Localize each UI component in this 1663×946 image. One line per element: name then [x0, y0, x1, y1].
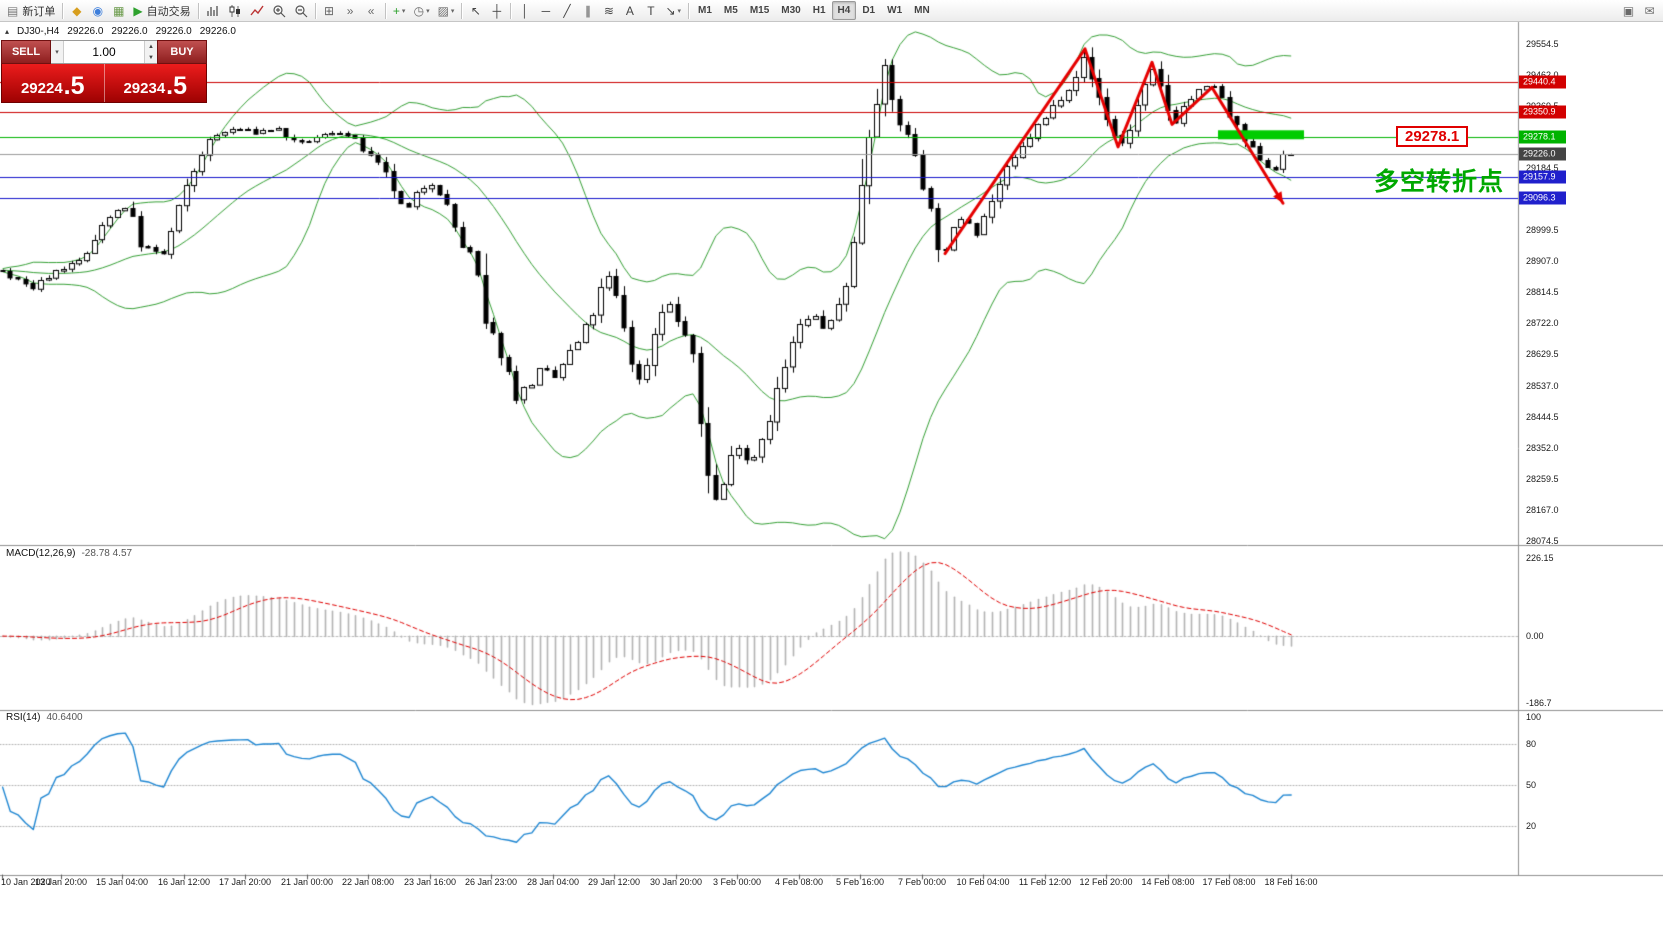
new-order-icon: ▤: [7, 3, 19, 18]
trendline-icon: ╱: [563, 3, 571, 18]
add-indicator-icon: +: [392, 3, 400, 18]
toolbar-separator: [510, 2, 512, 19]
volume-up-button[interactable]: ▲: [145, 41, 157, 52]
toolbar-separator: [314, 2, 316, 19]
metaeditor-button[interactable]: ◆: [66, 1, 87, 20]
zoom-out-icon: [294, 4, 308, 18]
auto-scroll-icon: »: [346, 3, 354, 18]
buy-price-pips: .5: [166, 72, 188, 100]
equidistant-channel-button[interactable]: ∥: [577, 1, 598, 20]
text-icon: A: [625, 3, 634, 18]
new-order-button-label: 新订单: [22, 5, 56, 18]
period-icon: ◷: [413, 3, 425, 18]
metaeditor-icon: ◆: [72, 3, 82, 18]
sell-button[interactable]: SELL: [1, 40, 51, 64]
candle-chart-icon: [228, 4, 242, 18]
timeframe-h4-button[interactable]: H4: [831, 1, 857, 20]
market-watch-icon: ◉: [92, 3, 104, 18]
fibo-icon: ≋: [603, 3, 614, 18]
price-callout-box[interactable]: 29278.1: [1396, 126, 1469, 147]
timeframe-w1-button[interactable]: W1: [887, 5, 903, 16]
zoom-in-button[interactable]: [268, 1, 290, 20]
main-toolbar: ▤ 新订单 ◆ ◉ ▦ ▶ 自动交易 ⊞» «+ ▾ ◷ ▾ ▨ ▾ ↖ ┼ │ ─ ╱ ∥ ≋ A T ↘ ▾ M1 M5 M15 M…: [0, 0, 1663, 22]
trendline-button[interactable]: ╱: [556, 1, 577, 20]
timeframe-m30-button[interactable]: M30: [781, 5, 801, 16]
autotrading-button-label: 自动交易: [146, 5, 191, 18]
vline-icon: │: [521, 3, 529, 18]
bar-chart-button[interactable]: [202, 1, 224, 20]
tile-windows-icon: ⊞: [324, 3, 335, 18]
bar-chart-icon: [206, 4, 220, 18]
template-icon: ▨: [437, 3, 449, 18]
volume-spinner: ▲ ▼: [144, 41, 157, 63]
timeframe-m5-button[interactable]: M5: [723, 5, 738, 16]
shapes-icon: ↘: [665, 3, 676, 18]
sell-price-pips: .5: [63, 72, 85, 100]
auto-scroll-button[interactable]: »: [340, 1, 361, 20]
hline-icon: ─: [541, 3, 551, 18]
buy-button[interactable]: BUY: [157, 40, 207, 64]
one-click-trading-panel: SELL ▾ 1.00 ▲ ▼ BUY 29224.5 29234.5: [1, 40, 207, 103]
dropdown-caret-icon: ▾: [401, 7, 406, 15]
cursor-button[interactable]: ↖: [465, 1, 486, 20]
timeframe-m15-button[interactable]: M15: [749, 5, 770, 16]
chat-button[interactable]: ▣: [1618, 1, 1639, 20]
toolbar-separator: [197, 2, 199, 19]
candlestick-chart-button[interactable]: [224, 1, 246, 20]
zoom-in-icon: [272, 4, 286, 18]
line-chart-button[interactable]: [246, 1, 268, 20]
timeframe-m1-button[interactable]: M1: [698, 5, 712, 16]
toolbar-separator: [461, 2, 463, 19]
volume-down-button[interactable]: ▼: [145, 52, 157, 63]
market-watch-button[interactable]: ◉: [87, 1, 108, 20]
fibonacci-button[interactable]: ≋: [598, 1, 619, 20]
toolbar-separator: [688, 2, 690, 19]
horizontal-line-button[interactable]: ─: [535, 1, 556, 20]
chart-shift-icon: «: [367, 3, 375, 18]
timeframe-mn-button[interactable]: MN: [914, 5, 930, 16]
compose-icon: ✉: [1644, 3, 1655, 18]
periods-button[interactable]: ◷ ▾: [410, 1, 434, 20]
tile-windows-button[interactable]: ⊞: [319, 1, 340, 20]
one-click-panel-toggle-icon[interactable]: ▴: [5, 27, 10, 36]
data-window-icon: ▦: [113, 3, 125, 18]
label-icon: T: [647, 3, 655, 18]
channel-icon: ∥: [584, 3, 591, 18]
toolbar-separator: [384, 2, 386, 19]
indicators-button[interactable]: + ▾: [389, 1, 410, 20]
new-order-button[interactable]: ▤ 新订单: [3, 1, 59, 20]
volume-input[interactable]: ▾ 1.00 ▲ ▼: [51, 40, 157, 64]
chart-shift-button[interactable]: «: [361, 1, 382, 20]
line-chart-icon: [250, 4, 264, 18]
dropdown-caret-icon: ▾: [450, 7, 455, 15]
timeframe-h1-button[interactable]: H1: [812, 5, 826, 16]
crosshair-icon: ┼: [492, 3, 502, 18]
buy-price-display[interactable]: 29234.5: [105, 64, 207, 102]
text-label-button[interactable]: T: [640, 1, 661, 20]
crosshair-button[interactable]: ┼: [486, 1, 507, 20]
text-button[interactable]: A: [619, 1, 640, 20]
zoom-out-button[interactable]: [290, 1, 312, 20]
dropdown-caret-icon: ▾: [426, 7, 430, 15]
toolbar-separator: [62, 2, 64, 19]
sell-price-display[interactable]: 29224.5: [2, 64, 104, 102]
sell-price-main: 29224: [20, 80, 63, 97]
compose-button[interactable]: ✉: [1639, 1, 1660, 20]
volume-preset-dropdown-icon[interactable]: ▾: [51, 41, 64, 63]
dropdown-caret-icon: ▾: [677, 7, 682, 15]
autotrading-button[interactable]: ▶ 自动交易: [129, 1, 194, 20]
cursor-icon: ↖: [470, 3, 481, 18]
chat-icon: ▣: [1622, 3, 1635, 18]
autotrade-icon: ▶: [133, 3, 143, 18]
templates-button[interactable]: ▨ ▾: [434, 1, 459, 20]
buy-price-main: 29234: [123, 80, 166, 97]
data-window-button[interactable]: ▦: [108, 1, 129, 20]
arrows-button[interactable]: ↘ ▾: [661, 1, 685, 20]
volume-value: 1.00: [92, 45, 116, 59]
timeframe-d1-button[interactable]: D1: [862, 5, 876, 16]
vertical-line-button[interactable]: │: [514, 1, 535, 20]
